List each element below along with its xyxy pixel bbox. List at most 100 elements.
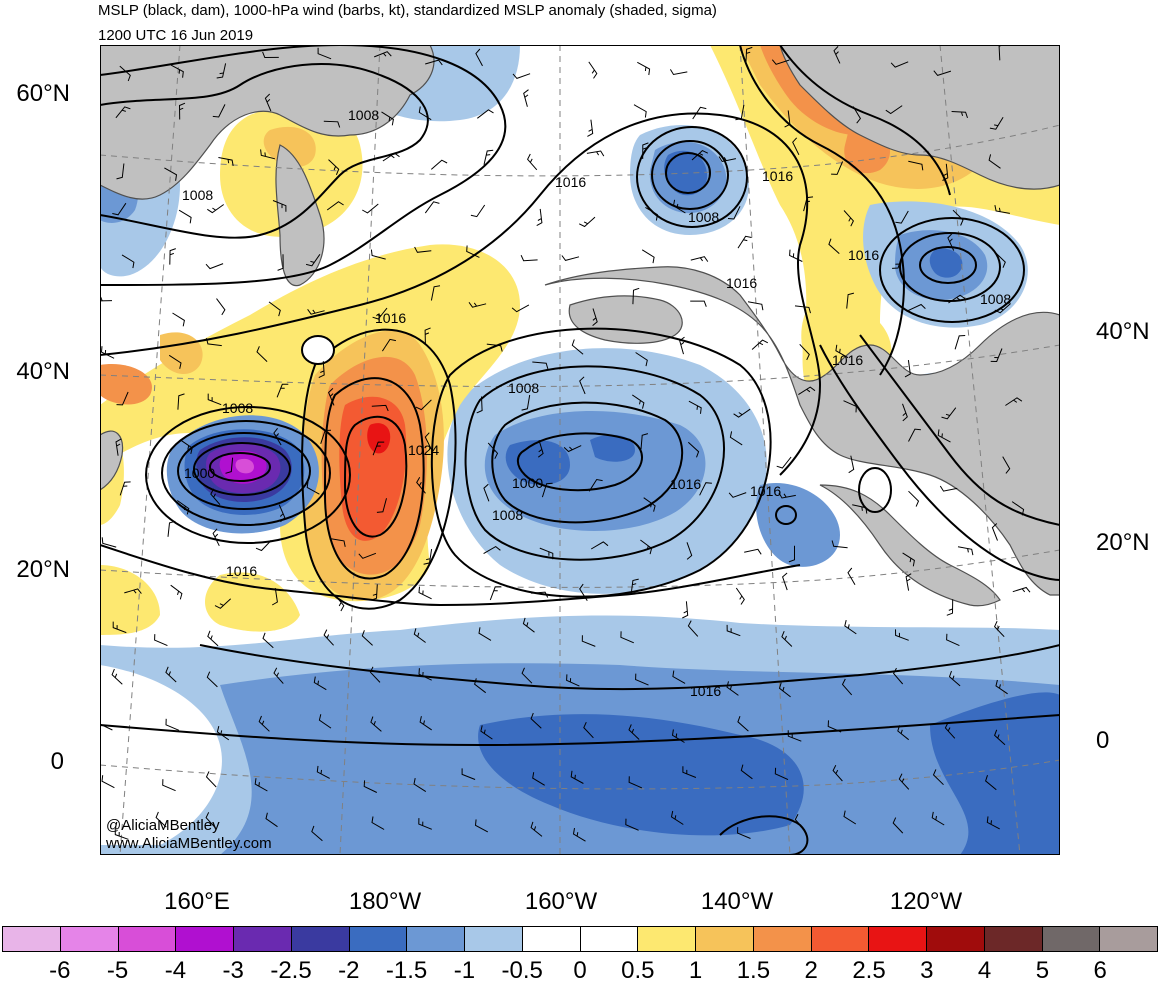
wind-barb [424,432,432,450]
wind-barb [541,482,553,498]
wind-barb [115,106,131,119]
wind-barb [305,254,321,267]
wind-barb [273,667,284,684]
isobar-typhoon-1 [209,452,271,482]
anomaly-positive-center-peak [367,423,391,454]
wind-barb [216,298,226,316]
colorbar-tick-label: -2 [338,957,360,984]
wind-barb [177,500,190,515]
wind-barb [115,438,122,456]
anomaly-negative-east-core [930,692,1060,855]
isobar-label: 1008 [348,107,379,123]
isobar-north-1012 [100,45,507,286]
wind-barb [688,400,702,414]
wind-barb [933,70,952,76]
colorbar-tick-label: -5 [106,957,129,984]
wind-barb [747,301,764,311]
wind-barb [358,552,377,559]
map-title: MSLP (black, dam), 1000-hPa wind (barbs,… [98,2,717,19]
isobars [100,45,1060,855]
wind-barb [794,813,806,831]
isobar-label: 1016 [750,483,781,499]
wind-barb [581,635,596,647]
wind-barb [672,670,686,684]
wind-barb [728,492,747,498]
colorbar-tick-label: 2.5 [852,957,886,984]
wind-barb [273,427,282,446]
isobar-high-1016 [301,328,457,610]
isobar-label: 1016 [762,168,793,184]
wind-barb [164,167,178,181]
wind-barb [523,89,529,107]
wind-barb [998,45,1004,61]
wind-barb [789,249,803,262]
colorbar-swatch [349,927,408,951]
isobar-aleutian-3 [636,126,748,228]
wind-barb [792,137,800,156]
wind-barb [372,307,388,320]
wind-barb [727,206,741,220]
wind-barb [751,339,769,350]
wind-barb [101,537,117,548]
anomaly-positive-west-patch-2 [100,364,152,405]
wind-barb [100,346,115,359]
wind-barb [480,725,493,740]
wind-barb [931,811,945,826]
isobar-aleutian-1 [665,152,711,194]
wind-barb [168,354,182,369]
wind-barb [827,720,842,733]
wind-barb [306,481,320,495]
wind-barb [178,209,192,224]
wind-barb [942,163,949,181]
wind-barb [885,105,903,115]
isobar-high-1024 [343,415,408,538]
colorbar-swatch [3,927,61,951]
wind-barb [424,201,440,214]
wind-barb [948,294,966,304]
wind-barb [995,679,1008,695]
wind-barb [114,828,129,840]
wind-barb [475,48,483,67]
isobar-label: 1008 [222,400,253,416]
wind-barb [994,620,1005,638]
colorbar-tick-label: -1 [453,957,476,984]
wind-barb [587,119,594,137]
wind-barb [908,490,920,507]
colorbar-tick-label: 4 [977,957,992,984]
isobar-label: 1008 [980,291,1011,307]
wind-barb [323,629,334,646]
wind-barb [419,716,432,731]
wind-barb [470,204,486,218]
wind-barb [985,775,997,791]
isobar-small-low-2 [858,467,892,513]
wind-barb [778,682,791,698]
wind-barb [833,46,841,64]
isobar-typhoon-5 [145,406,351,544]
wind-barb [628,776,643,789]
wind-barb [841,678,853,696]
isobar-high-1020 [323,377,425,580]
wind-barb [468,302,487,308]
wind-barb [372,441,385,456]
wind-barb [726,681,739,696]
wind-barb [522,617,535,633]
colorbar-swatch [638,927,696,951]
anomaly-pacific-low-core-east [590,434,635,462]
isobar-label: 1024 [408,442,439,458]
wind-barb [530,821,543,837]
wind-barb [318,714,332,729]
wind-barb [424,327,431,345]
wind-barb [330,538,346,547]
wind-barb [476,396,483,414]
wind-barb [848,455,855,474]
wind-barb [165,718,180,731]
credit-website: www.AliciaMBentley.com [106,835,272,852]
wind-barb [692,106,707,120]
wind-barb [941,407,957,420]
wind-barb [740,764,753,780]
credit-handle: @AliciaMBentley [106,817,220,834]
wind-barb [669,69,688,76]
wind-barb [570,770,584,784]
wind-barb [735,587,745,605]
wind-barb [843,810,857,825]
